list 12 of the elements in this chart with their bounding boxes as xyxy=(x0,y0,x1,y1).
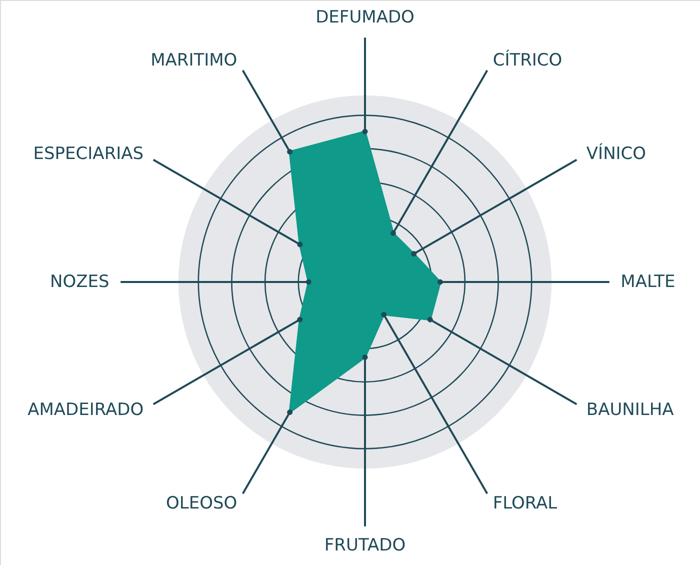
spoke-label: VÍNICO xyxy=(586,143,646,164)
spoke-label: ESPECIARIAS xyxy=(33,144,144,164)
spoke-label: NOZES xyxy=(50,272,110,292)
spoke-label: MARITIMO xyxy=(150,50,238,71)
spoke-label: BAUNILHA xyxy=(586,400,674,420)
spoke-label: AMADEIRADO xyxy=(28,400,144,420)
spoke-label: OLEOSO xyxy=(166,493,238,514)
spoke-label: DEFUMADO xyxy=(316,7,414,28)
spoke-label: MALTE xyxy=(620,272,676,292)
spoke-label: FLORAL xyxy=(492,493,558,514)
spoke-label: FRUTADO xyxy=(324,536,406,556)
spoke-label: CÍTRICO xyxy=(492,50,562,71)
